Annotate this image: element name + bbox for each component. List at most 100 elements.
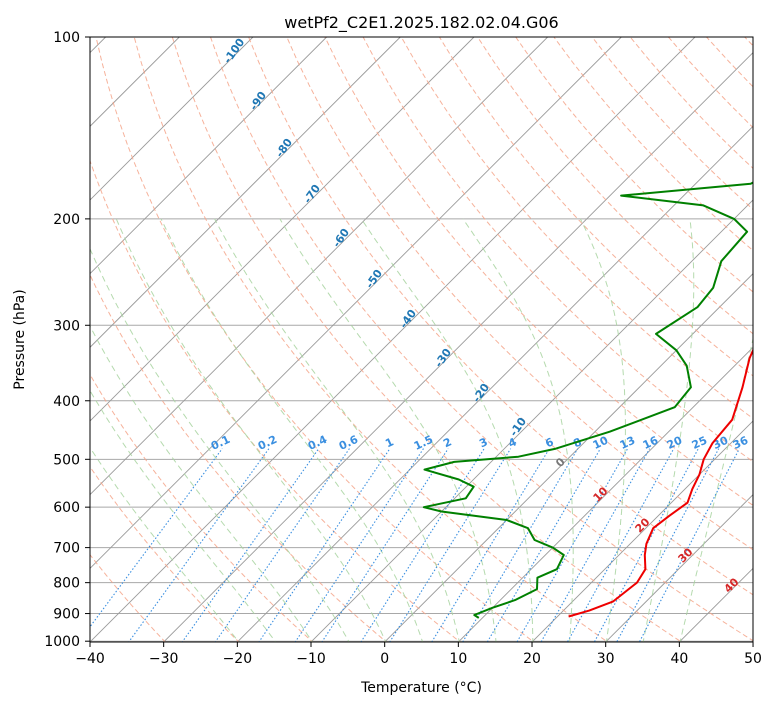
isotherm-line [605, 494, 753, 642]
dry-adiabat-line [553, 37, 753, 252]
mixing-ratio-label: 25 [690, 434, 709, 452]
mixing-ratio-line [431, 448, 550, 642]
mixing-ratio-line [294, 448, 424, 642]
mixing-ratio-line [486, 448, 601, 642]
dewpoint-profile-line [422, 181, 753, 619]
moist-adiabat-label: 40 [722, 575, 742, 595]
dry-adiabat-label: -90 [247, 89, 269, 113]
mixing-ratio-label: 1.5 [412, 433, 435, 453]
mixing-ratio-label: 2 [441, 435, 453, 450]
y-tick-label: 600 [53, 500, 80, 516]
series-layer [422, 181, 753, 619]
dry-adiabat-label: -100 [221, 36, 248, 66]
mixing-ratio-line [593, 448, 699, 642]
dry-adiabat-line [706, 37, 753, 88]
isotherm-line [90, 37, 254, 201]
mixing-ratio-label: 10 [591, 434, 611, 452]
dry-adiabat-label: -80 [273, 136, 295, 160]
mixing-ratio-line [90, 448, 223, 628]
moist-adiabat-line [115, 218, 387, 642]
isotherm-line [752, 641, 753, 642]
dry-adiabat-line [90, 465, 240, 642]
isotherm-line [90, 37, 696, 642]
moist-adiabat-line [90, 324, 313, 642]
dry-adiabat-line [210, 37, 753, 642]
dry-adiabat-line [90, 273, 388, 642]
moist-adiabat-line [90, 247, 350, 642]
mixing-ratio-label: 20 [665, 434, 685, 452]
temperature-profile-line [568, 347, 753, 618]
moist-adiabat-line [160, 218, 424, 642]
x-tick-label: 40 [670, 651, 688, 667]
dry-adiabat-label: -70 [301, 182, 323, 206]
moist-adiabat-line [579, 218, 626, 642]
dry-adiabat-line [133, 37, 609, 642]
dry-adiabat-label: -10 [507, 415, 529, 439]
chart-title: wetPf2_C2E1.2025.182.02.04.G06 [284, 13, 558, 33]
dry-adiabat-line [90, 159, 462, 642]
moist-adiabat-line [279, 218, 497, 642]
mixing-ratio-line [462, 448, 579, 642]
dry-adiabat-label: -60 [330, 226, 352, 250]
dry-adiabat-label: -30 [432, 346, 454, 370]
y-tick-label: 1000 [44, 634, 80, 650]
mixing-ratio-line [181, 448, 320, 642]
x-tick-label: −10 [296, 651, 326, 667]
x-tick-label: −30 [149, 651, 179, 667]
x-axis-label: Temperature (°C) [360, 680, 482, 696]
y-tick-label: 800 [53, 576, 80, 592]
isotherm-line [90, 37, 327, 275]
mixing-ratio-label: 16 [641, 434, 661, 452]
isotherm-line [90, 37, 401, 348]
dry-adiabat-line [515, 37, 753, 293]
grid-layer [90, 37, 753, 642]
mixing-ratio-line [321, 448, 449, 642]
x-tick-label: 0 [380, 651, 389, 667]
mixing-ratio-line [540, 448, 651, 642]
mixing-ratio-label: 0.1 [209, 433, 232, 453]
mixing-ratio-label: 13 [618, 434, 637, 452]
x-tick-label: −40 [75, 651, 105, 667]
mixing-ratio-line [128, 448, 270, 642]
plot-frame [89, 36, 754, 643]
mixing-ratio-label: 0.6 [337, 433, 360, 453]
isoline-label-layer: 0.1 0.2 0.4 0.6 1 1.5 2 3 4 6 8 10 13 16 20 25 30 36-100-… [209, 36, 751, 596]
dry-adiabat-line [400, 37, 753, 420]
dry-adiabat-label: -50 [363, 267, 385, 291]
isotherm-line [90, 37, 548, 496]
moist-adiabat-label: 10 [591, 484, 611, 504]
mixing-ratio-line [360, 448, 485, 642]
dry-adiabat-line [90, 553, 166, 642]
x-tick-label: 10 [449, 651, 467, 667]
dry-adiabat-line [171, 37, 683, 642]
dry-adiabat-line [90, 373, 314, 642]
isotherm-line [531, 420, 753, 642]
dry-adiabat-line [477, 37, 753, 335]
x-tick-label: 50 [744, 651, 762, 667]
isoline-layer [90, 37, 753, 642]
dry-adiabat-line [324, 37, 753, 506]
x-tick-label: 20 [523, 651, 541, 667]
y-tick-label: 500 [53, 452, 80, 468]
isotherm-line [236, 125, 753, 642]
moist-adiabat-line [90, 389, 277, 642]
x-axis: −40 −30 −20 −10 0 10 20 30 40 50 [75, 642, 762, 667]
isotherm-line [90, 37, 475, 422]
mixing-ratio-line [516, 448, 629, 642]
dry-adiabat-line [95, 37, 535, 642]
isotherm-line [457, 346, 753, 642]
mixing-ratio-label: 0.2 [256, 433, 279, 453]
moist-adiabat-label: 30 [676, 545, 696, 565]
mixing-ratio-line [258, 448, 391, 642]
y-tick-label: 200 [53, 212, 80, 228]
x-tick-label: 30 [597, 651, 615, 667]
mixing-ratio-label: 0.4 [306, 433, 329, 453]
y-axis-label: Pressure (hPa) [12, 289, 28, 389]
y-tick-label: 100 [53, 30, 80, 46]
mixing-ratio-label: 1 [383, 435, 395, 450]
mixing-ratio-label: 36 [731, 434, 751, 452]
y-axis: 100 200 300 400 500 600 700 800 900 1000 [44, 30, 90, 650]
y-tick-label: 300 [53, 318, 80, 334]
y-tick-label: 400 [53, 394, 80, 410]
